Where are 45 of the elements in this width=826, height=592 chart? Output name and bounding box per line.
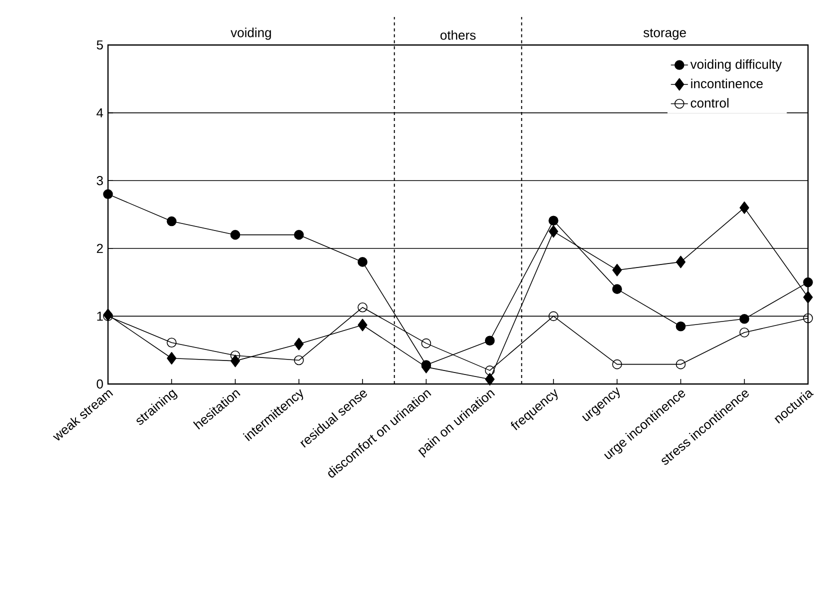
y-tick-label: 4 xyxy=(96,108,104,118)
point xyxy=(230,350,240,360)
point xyxy=(612,359,622,370)
point xyxy=(612,264,622,276)
point xyxy=(166,216,177,226)
text: storage xyxy=(644,28,686,40)
point xyxy=(740,201,750,214)
legend-label: control xyxy=(690,98,728,108)
point xyxy=(548,311,558,322)
point xyxy=(484,336,495,346)
point xyxy=(103,311,113,322)
point xyxy=(803,277,813,288)
text: voiding xyxy=(230,28,271,40)
legend-label: incontinence xyxy=(691,78,763,88)
y-tick-label: 5 xyxy=(96,40,103,50)
y-tick-label: 0 xyxy=(96,379,103,389)
y-tick-label: 3 xyxy=(96,176,103,186)
point xyxy=(421,338,432,348)
point xyxy=(612,284,622,294)
point xyxy=(358,257,368,267)
point xyxy=(294,230,304,240)
point xyxy=(230,354,240,368)
point xyxy=(676,359,686,370)
y-tick-label: 1 xyxy=(97,312,103,321)
text: others xyxy=(440,30,476,40)
point xyxy=(548,225,558,238)
point xyxy=(803,313,813,324)
legend-label: voiding difficulty xyxy=(690,59,782,72)
point xyxy=(166,338,177,348)
point xyxy=(103,189,113,200)
point xyxy=(676,256,686,268)
point xyxy=(739,314,750,324)
point xyxy=(676,321,686,332)
point xyxy=(803,290,813,304)
point xyxy=(230,230,240,240)
point xyxy=(166,352,176,364)
point xyxy=(548,216,558,226)
point xyxy=(484,366,495,376)
point xyxy=(358,318,368,332)
point xyxy=(485,373,495,386)
point xyxy=(294,338,304,350)
point xyxy=(294,355,304,366)
point xyxy=(358,302,368,312)
y-tick-label: 2 xyxy=(96,244,103,253)
point xyxy=(739,328,750,338)
